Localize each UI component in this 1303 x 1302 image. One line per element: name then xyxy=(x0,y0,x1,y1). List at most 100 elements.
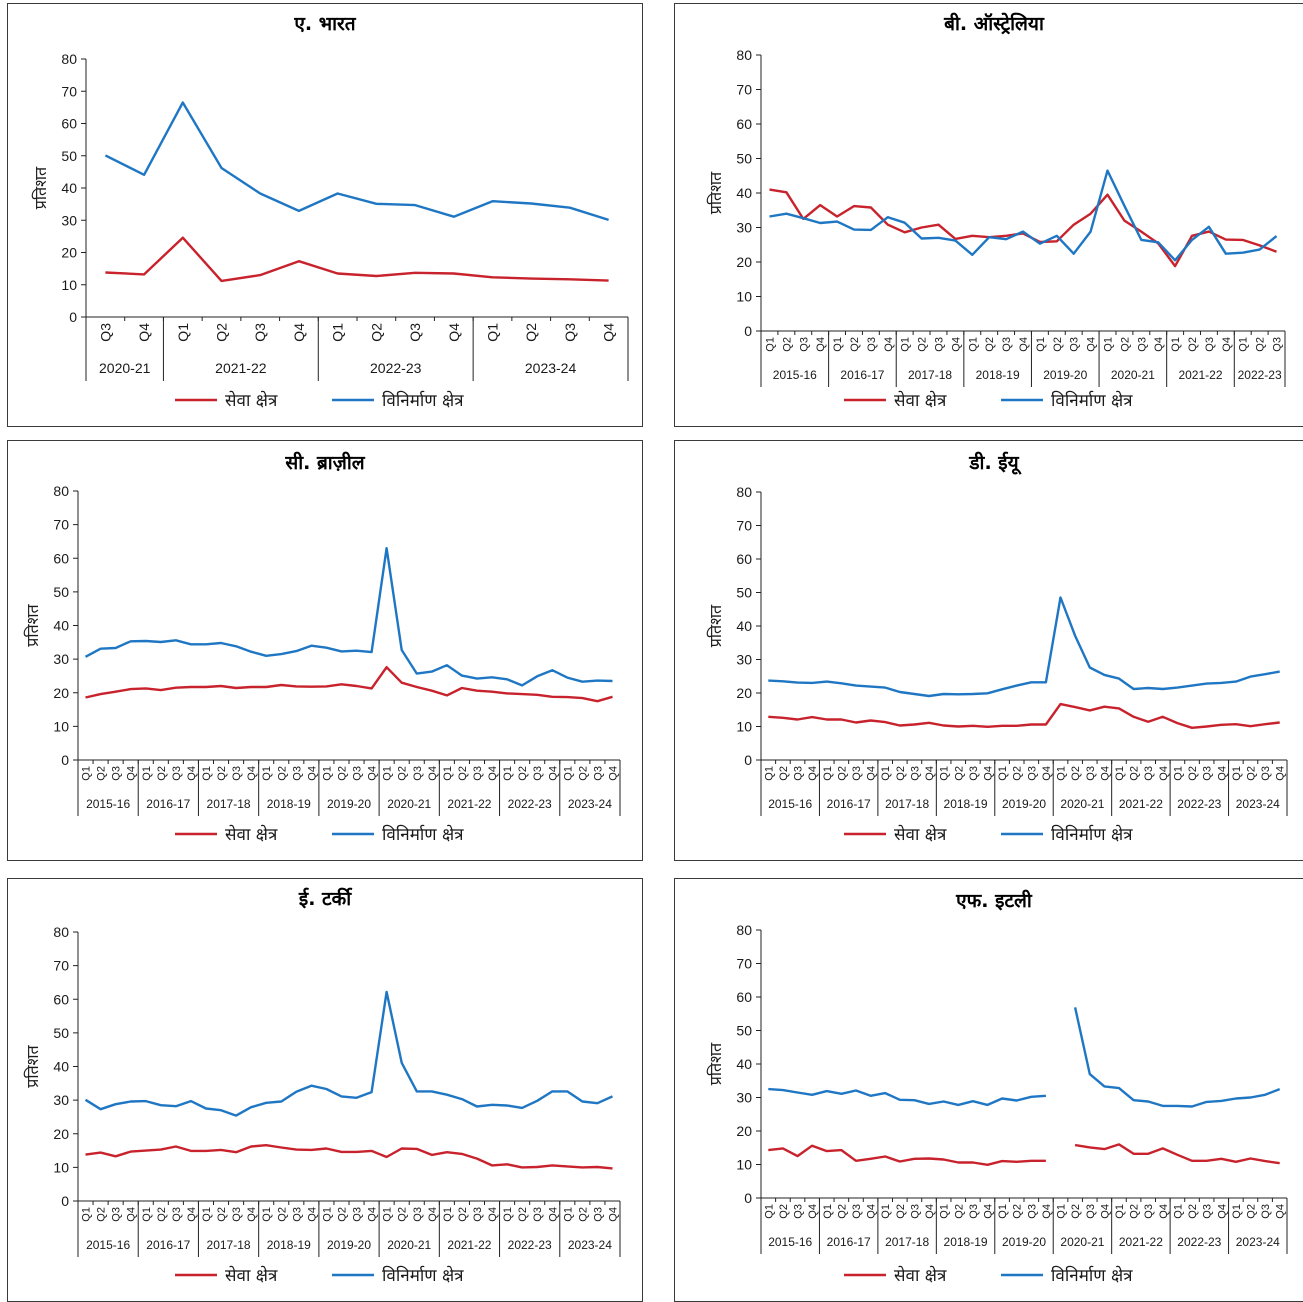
x-tick-label: Q2 xyxy=(895,766,907,781)
chart-panel-italy: एफ. इटली 0 10 20 30 40 50 60 70 80 प्रतिशत Q1 Q2 Q3 Q4… xyxy=(674,878,1303,1302)
year-group-label: 2017-18 xyxy=(885,1235,929,1249)
x-tick-label: Q2 xyxy=(368,323,384,342)
year-group-label: 2015-16 xyxy=(86,1238,130,1252)
x-tick-label: Q2 xyxy=(1119,337,1131,352)
x-tick-label: Q4 xyxy=(427,1207,439,1222)
y-tick-label: 80 xyxy=(61,51,77,67)
x-tick-label: Q3 xyxy=(793,766,805,781)
year-group-label: 2017-18 xyxy=(885,797,929,811)
x-tick-label: Q2 xyxy=(397,766,409,781)
x-tick-label: Q1 xyxy=(1172,766,1184,781)
x-tick-label: Q2 xyxy=(517,1207,529,1222)
y-tick-label: 70 xyxy=(736,956,752,972)
year-group-label: 2019-20 xyxy=(1002,797,1046,811)
x-tick-label: Q3 xyxy=(231,766,243,781)
y-tick-label: 50 xyxy=(736,151,752,167)
year-group-label: 2018-19 xyxy=(944,1235,988,1249)
x-tick-label: Q1 xyxy=(763,1204,775,1219)
x-tick-label: Q3 xyxy=(231,1207,243,1222)
chart-panel-australia: बी. ऑस्ट्रेलिया 0 10 20 30 40 50 60 70 80 प्रतिशत Q… xyxy=(674,3,1303,427)
year-group-label: 2018-19 xyxy=(944,797,988,811)
year-group-label: 2016-17 xyxy=(827,797,871,811)
x-tick-label: Q2 xyxy=(156,766,168,781)
year-group-label: 2022-23 xyxy=(1238,368,1282,382)
x-tick-label: Q3 xyxy=(1143,766,1155,781)
x-tick-label: Q2 xyxy=(1187,766,1199,781)
x-tick-label: Q1 xyxy=(201,766,213,781)
x-tick-label: Q4 xyxy=(126,1207,138,1222)
y-tick-label: 80 xyxy=(736,922,752,938)
y-tick-label: 50 xyxy=(736,585,752,601)
y-tick-label: 60 xyxy=(53,991,69,1007)
y-tick-label: 40 xyxy=(61,180,77,196)
x-tick-label: Q1 xyxy=(939,766,951,781)
legend-manufacturing-label: विनिर्माण क्षेत्र xyxy=(1051,390,1133,411)
x-tick-label: Q1 xyxy=(321,1207,333,1222)
x-tick-label: Q1 xyxy=(442,766,454,781)
x-tick-label: Q3 xyxy=(866,337,878,352)
x-tick-label: Q3 xyxy=(352,766,364,781)
x-tick-label: Q3 xyxy=(909,766,921,781)
chart-title: ए. भारत xyxy=(293,13,356,35)
year-group-label: 2020-21 xyxy=(1111,368,1155,382)
x-tick-label: Q1 xyxy=(382,766,394,781)
y-tick-label: 0 xyxy=(744,1190,752,1206)
x-tick-label: Q1 xyxy=(1238,337,1250,352)
x-tick-label: Q4 xyxy=(186,1207,198,1222)
x-tick-label: Q2 xyxy=(1070,1204,1082,1219)
x-tick-label: Q1 xyxy=(502,1207,514,1222)
legend-service-label: सेवा क्षेत्र xyxy=(894,824,947,845)
y-tick-label: 80 xyxy=(53,924,69,940)
x-tick-label: Q1 xyxy=(141,766,153,781)
x-tick-label: Q4 xyxy=(1041,1204,1053,1219)
y-tick-label: 60 xyxy=(736,551,752,567)
x-tick-label: Q1 xyxy=(967,337,979,352)
x-tick-label: Q4 xyxy=(367,766,379,781)
x-tick-label: Q2 xyxy=(1187,337,1199,352)
x-tick-label: Q1 xyxy=(822,766,834,781)
x-tick-label: Q3 xyxy=(851,766,863,781)
x-tick-label: Q4 xyxy=(1216,1204,1228,1219)
x-tick-label: Q3 xyxy=(1026,766,1038,781)
y-tick-label: 70 xyxy=(53,958,69,974)
x-tick-label: Q2 xyxy=(895,1204,907,1219)
x-tick-label: Q4 xyxy=(1041,766,1053,781)
x-tick-label: Q1 xyxy=(900,337,912,352)
chart-title: सी. ब्राज़ील xyxy=(284,451,365,474)
legend-manufacturing-label: विनिर्माण क्षेत्र xyxy=(382,390,464,411)
x-tick-label: Q3 xyxy=(933,337,945,352)
x-tick-label: Q1 xyxy=(562,766,574,781)
legend-manufacturing-label: विनिर्माण क्षेत्र xyxy=(1051,824,1133,845)
x-tick-label: Q3 xyxy=(968,766,980,781)
x-tick-label: Q2 xyxy=(457,766,469,781)
x-tick-label: Q4 xyxy=(1275,766,1287,781)
legend-service-label: सेवा क्षेत्र xyxy=(225,824,278,845)
x-tick-label: Q2 xyxy=(917,337,929,352)
y-tick-label: 10 xyxy=(53,1159,69,1175)
year-group-label: 2021-22 xyxy=(215,360,267,376)
y-axis-label: प्रतिशत xyxy=(706,604,725,647)
x-tick-label: Q4 xyxy=(982,766,994,781)
x-tick-label: Q1 xyxy=(1231,1204,1243,1219)
legend-manufacturing-label: विनिर्माण क्षेत्र xyxy=(382,1265,464,1286)
x-tick-label: Q1 xyxy=(442,1207,454,1222)
x-tick-label: Q4 xyxy=(601,323,617,342)
x-tick-label: Q1 xyxy=(1114,1204,1126,1219)
x-tick-label: Q2 xyxy=(336,1207,348,1222)
x-tick-label: Q3 xyxy=(472,1207,484,1222)
year-group-label: 2020-21 xyxy=(387,1238,431,1252)
x-tick-label: Q4 xyxy=(136,323,152,342)
y-tick-label: 10 xyxy=(53,718,69,734)
x-tick-label: Q2 xyxy=(1012,1204,1024,1219)
y-tick-label: 60 xyxy=(736,989,752,1005)
x-tick-label: Q2 xyxy=(1245,766,1257,781)
x-tick-label: Q1 xyxy=(321,766,333,781)
y-tick-label: 30 xyxy=(53,651,69,667)
x-tick-label: Q1 xyxy=(562,1207,574,1222)
y-axis-label: प्रतिशत xyxy=(23,1044,42,1087)
chart-title: एफ. इटली xyxy=(955,889,1033,912)
year-group-label: 2015-16 xyxy=(768,797,812,811)
x-tick-label: Q2 xyxy=(397,1207,409,1222)
y-tick-label: 50 xyxy=(736,1023,752,1039)
x-tick-label: Q2 xyxy=(577,766,589,781)
